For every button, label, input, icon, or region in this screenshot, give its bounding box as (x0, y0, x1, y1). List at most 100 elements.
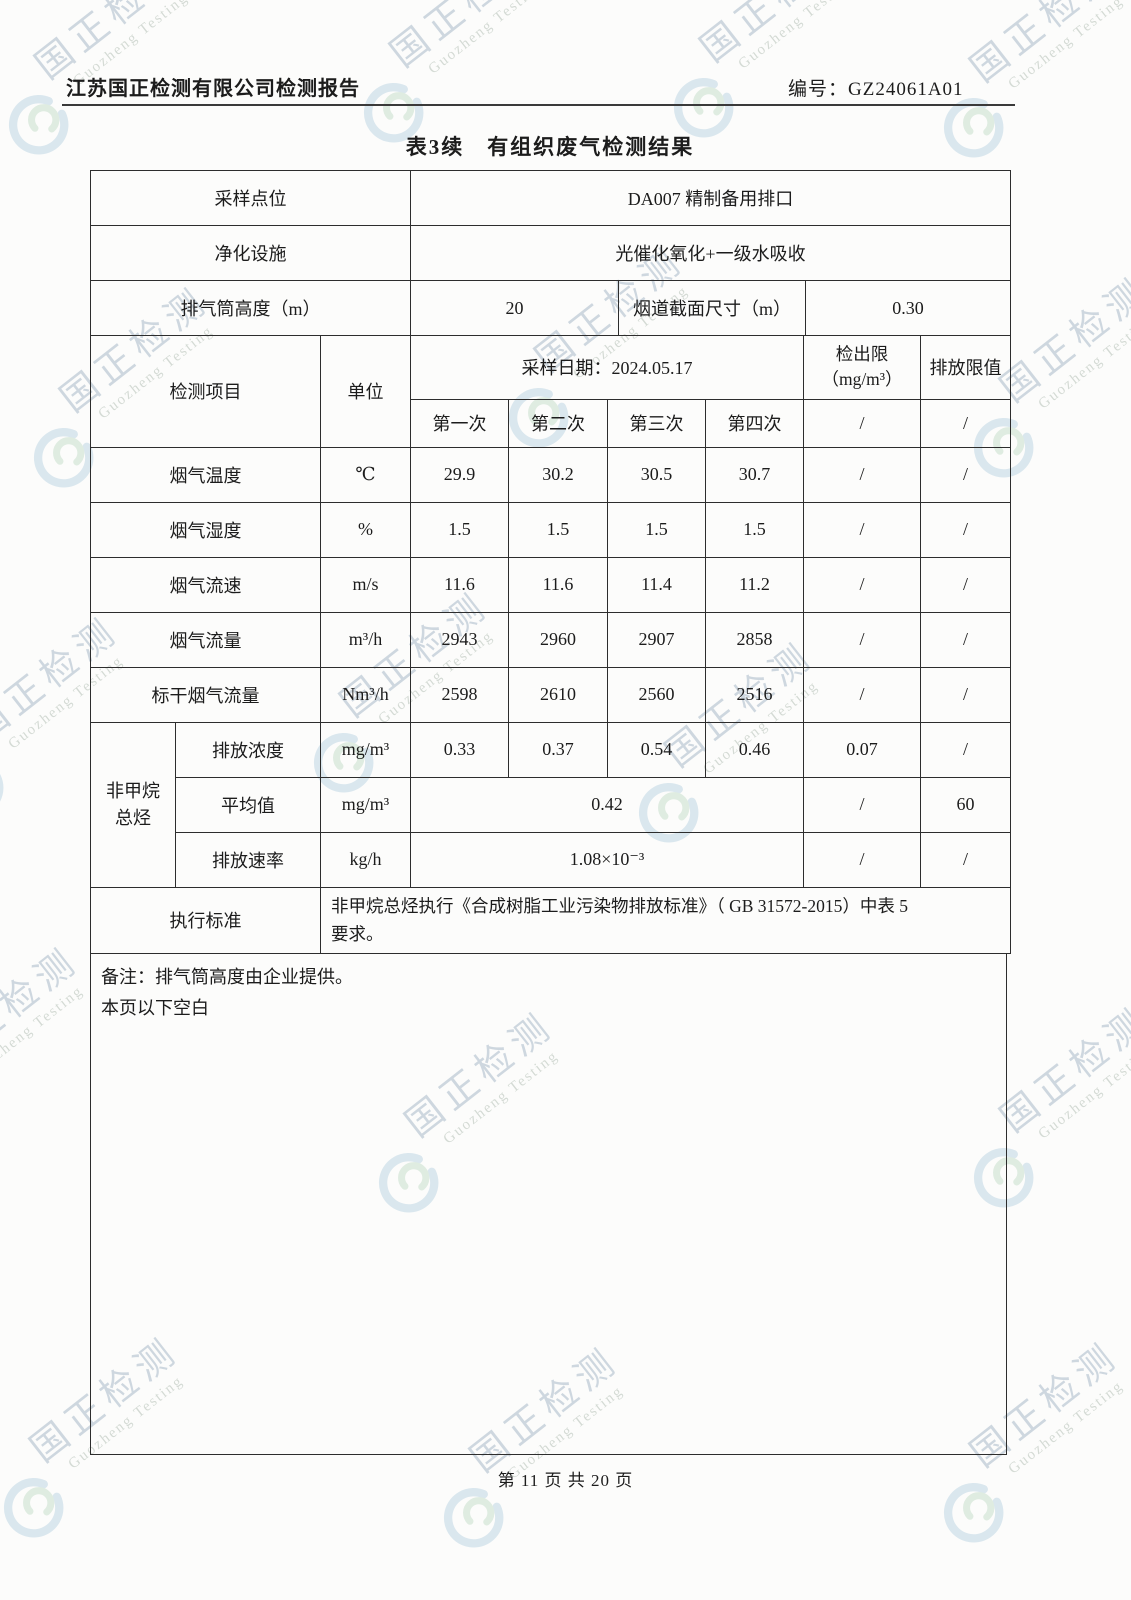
merged-rate-value: 1.08×10⁻³ (410, 831, 804, 888)
detection-limit-value: / (803, 611, 921, 668)
run-value: 1.5 (508, 501, 608, 558)
parameter-name: 平均值 (175, 776, 321, 833)
stack-height-label: 排气筒高度（m） (90, 280, 411, 336)
parameter-name: 排放速率 (175, 831, 321, 888)
table-row: 烟气流量 m³/h 2943 2960 2907 2858 / / (90, 611, 1011, 668)
sampling-info-table: 采样点位 DA007 精制备用排口 净化设施 光催化氧化+一级水吸收 排气筒高度… (90, 170, 1011, 336)
run-2-header: 第二次 (508, 398, 608, 448)
standard-text: 非甲烷总烃执行《合成树脂工业污染物排放标准》（ GB 31572-2015）中表… (320, 886, 1011, 955)
run-value: 30.2 (508, 446, 608, 503)
run-value: 1.5 (705, 501, 804, 558)
table-row: 烟气流速 m/s 11.6 11.6 11.4 11.2 / / (90, 556, 1011, 613)
measurement-table: 检测项目 单位 采样日期：2024.05.17 检出限 （mg/m³） 排放限值… (90, 334, 1011, 955)
parameter-name: 排放浓度 (175, 721, 321, 778)
emission-limit-value: 60 (920, 776, 1011, 833)
item-header: 检测项目 (90, 334, 321, 448)
table-row: 烟气温度 ℃ 29.9 30.2 30.5 30.7 / / (90, 446, 1011, 503)
detection-limit-value: / (803, 446, 921, 503)
run-value: 30.5 (607, 446, 706, 503)
parameter-unit: kg/h (320, 831, 411, 888)
parameter-unit: Nm³/h (320, 666, 411, 723)
run-value: 29.9 (410, 446, 509, 503)
run-value: 11.4 (607, 556, 706, 613)
emission-limit-value: / (920, 831, 1011, 888)
run-value: 0.33 (410, 721, 509, 778)
emission-limit-value: / (920, 556, 1011, 613)
table-row: 非甲烷 总烃 排放浓度 mg/m³ 0.33 0.37 0.54 0.46 0.… (90, 721, 1011, 888)
run-value: 0.37 (508, 721, 608, 778)
detection-limit-value: / (803, 666, 921, 723)
detection-limit-value: / (803, 501, 921, 558)
run-value: 2610 (508, 666, 608, 723)
run-value: 2598 (410, 666, 509, 723)
stack-height-value: 20 (410, 280, 619, 336)
detection-limit-value: / (803, 831, 921, 888)
detection-limit-header: 检出限 （mg/m³） (803, 334, 921, 400)
sampling-date-header: 采样日期：2024.05.17 (410, 334, 804, 400)
run-value: 11.6 (410, 556, 509, 613)
emission-limit-value: / (920, 501, 1011, 558)
table-row: 平均值 mg/m³ 0.42 / 60 (91, 776, 1011, 833)
run-value: 1.5 (607, 501, 706, 558)
table-row: 净化设施 光催化氧化+一级水吸收 (90, 225, 1011, 281)
run-value: 2516 (705, 666, 804, 723)
detection-limit-slash: / (803, 398, 921, 448)
parameter-unit: mg/m³ (320, 721, 411, 778)
parameter-name: 烟气湿度 (90, 501, 321, 558)
run-3-header: 第三次 (607, 398, 706, 448)
run-value: 2960 (508, 611, 608, 668)
run-value: 1.5 (410, 501, 509, 558)
parameter-unit: m³/h (320, 611, 411, 668)
detection-limit-value: / (803, 556, 921, 613)
emission-limit-header: 排放限值 (920, 334, 1011, 400)
parameter-name: 烟气流速 (90, 556, 321, 613)
run-value: 11.6 (508, 556, 608, 613)
run-value: 0.54 (607, 721, 706, 778)
table-header-row: 检测项目 单位 采样日期：2024.05.17 检出限 （mg/m³） 排放限值 (90, 334, 1011, 448)
emission-limit-slash: / (920, 398, 1011, 448)
sampling-point-label: 采样点位 (90, 170, 411, 226)
duct-size-label: 烟道截面尺寸（m） (618, 280, 806, 336)
unit-header: 单位 (320, 334, 411, 448)
table-row: 排放速率 kg/h 1.08×10⁻³ / / (91, 831, 1011, 888)
table-title: 表3续 有组织废气检测结果 (405, 135, 695, 159)
table-row: 标干烟气流量 Nm³/h 2598 2610 2560 2516 / / (90, 666, 1011, 723)
emission-limit-value: / (920, 446, 1011, 503)
run-value: 2907 (607, 611, 706, 668)
purification-label: 净化设施 (90, 225, 411, 281)
parameter-unit: m/s (320, 556, 411, 613)
run-value: 2943 (410, 611, 509, 668)
merged-average-value: 0.42 (410, 776, 804, 833)
page-number: 第 11 页 共 20 页 (497, 1471, 634, 1490)
emission-limit-value: / (920, 666, 1011, 723)
parameter-name: 烟气温度 (90, 446, 321, 503)
parameter-name: 烟气流量 (90, 611, 321, 668)
run-value: 0.46 (705, 721, 804, 778)
table-row: 排气筒高度（m） 20 烟道截面尺寸（m） 0.30 (90, 280, 1011, 336)
parameter-name: 标干烟气流量 (90, 666, 321, 723)
company-report-title: 江苏国正检测有限公司检测报告 (66, 78, 360, 100)
report-number: 编号：GZ24061A01 (788, 79, 964, 100)
emission-limit-value: / (920, 611, 1011, 668)
results-table-area: 采样点位 DA007 精制备用排口 净化设施 光催化氧化+一级水吸收 排气筒高度… (90, 170, 1011, 1455)
run-value: 2858 (705, 611, 804, 668)
table-row: 采样点位 DA007 精制备用排口 (90, 170, 1011, 226)
run-value: 2560 (607, 666, 706, 723)
emission-limit-value: / (920, 721, 1011, 778)
table-row: 执行标准 非甲烷总烃执行《合成树脂工业污染物排放标准》（ GB 31572-20… (90, 886, 1011, 955)
detection-limit-value: 0.07 (803, 721, 921, 778)
run-value: 11.2 (705, 556, 804, 613)
remark-line-2: 本页以下空白 (101, 998, 209, 1019)
duct-size-value: 0.30 (805, 280, 1011, 336)
run-4-header: 第四次 (705, 398, 804, 448)
nmhc-group-label: 非甲烷 总烃 (90, 721, 176, 888)
sampling-point-value: DA007 精制备用排口 (410, 170, 1011, 226)
standard-label: 执行标准 (90, 886, 321, 955)
run-value: 30.7 (705, 446, 804, 503)
parameter-unit: ℃ (320, 446, 411, 503)
table-row: 烟气湿度 % 1.5 1.5 1.5 1.5 / / (90, 501, 1011, 558)
detection-limit-value: / (803, 776, 921, 833)
remarks-box: 备注：排气筒高度由企业提供。 本页以下空白 (90, 952, 1007, 1455)
